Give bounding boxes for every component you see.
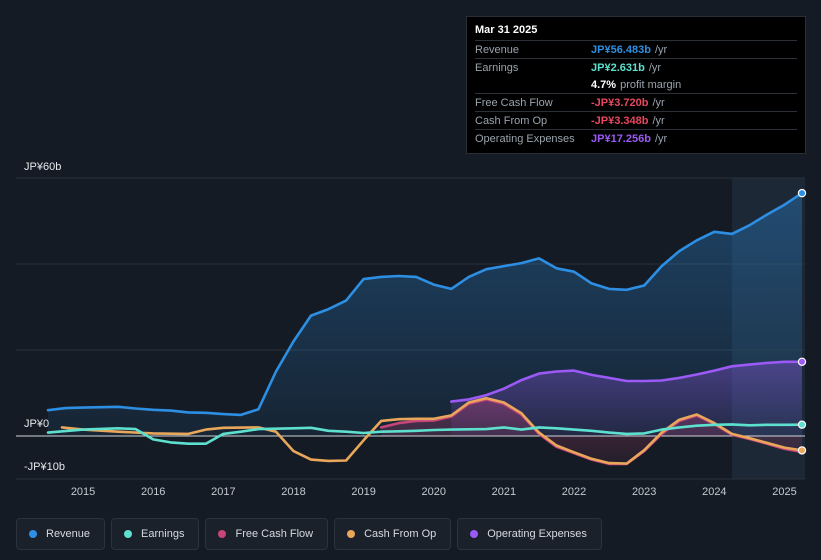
x-tick-label: 2022 (562, 486, 586, 498)
legend-label: Free Cash Flow (235, 528, 314, 540)
tooltip-row: Earnings JP¥2.631b/yr (475, 58, 797, 76)
tooltip-row: Revenue JP¥56.483b/yr (475, 40, 797, 58)
x-tick-label: 2020 (422, 486, 446, 498)
tooltip-unit: /yr (654, 43, 668, 56)
tooltip-value: -JP¥3.720b (591, 96, 649, 109)
series-area-revenue (48, 193, 802, 436)
x-tick-label: 2017 (211, 486, 235, 498)
tooltip-value: 4.7% (591, 78, 617, 91)
tooltip-label: Cash From Op (475, 114, 548, 127)
legend-dot-icon (470, 530, 479, 538)
x-tick-label: 2025 (772, 486, 796, 498)
series-end-marker (797, 446, 807, 455)
x-tick-label: 2015 (71, 486, 95, 498)
tooltip-label: Revenue (475, 43, 520, 56)
x-tick-label: 2021 (492, 486, 516, 498)
legend-dot-icon (218, 530, 227, 538)
tooltip-panel: Mar 31 2025 Revenue JP¥56.483b/yr Earnings… (466, 16, 806, 154)
series-end-marker (797, 357, 807, 366)
x-tick-label: 2018 (281, 486, 305, 498)
tooltip-unit: /yr (654, 132, 668, 145)
tooltip-unit: /yr (652, 114, 665, 127)
legend: Revenue Earnings Free Cash Flow Cash From O… (16, 518, 602, 550)
tooltip-value: JP¥2.631b (591, 61, 645, 74)
legend-item-free-cash-flow[interactable]: Free Cash Flow (205, 518, 329, 550)
x-tick-label: 2016 (141, 486, 165, 498)
series-line-earnings (46, 423, 804, 445)
tooltip-row: Cash From Op -JP¥3.348b/yr (475, 111, 797, 129)
tooltip-value: JP¥56.483b (591, 43, 651, 56)
y-tick-label: JP¥60b (24, 161, 61, 173)
legend-dot-icon (347, 530, 356, 538)
legend-item-revenue[interactable]: Revenue (16, 518, 106, 550)
tooltip-value: JP¥17.256b (591, 132, 651, 145)
legend-item-cash-from-op[interactable]: Cash From Op (334, 518, 452, 550)
series-end-marker (797, 188, 807, 198)
series-area-operating-expenses (451, 361, 802, 436)
legend-label: Cash From Op (364, 528, 437, 540)
x-tick-label: 2024 (702, 486, 726, 498)
series-end-marker (797, 420, 807, 429)
series-line-revenue (46, 191, 804, 417)
tooltip-label: Operating Expenses (475, 132, 575, 145)
legend-label: Operating Expenses (487, 528, 587, 540)
legend-item-operating-expenses[interactable]: Operating Expenses (457, 518, 602, 550)
tooltip-row: 4.7% profit margin (475, 76, 797, 93)
tooltip-row: Free Cash Flow -JP¥3.720b/yr (475, 93, 797, 111)
y-tick-label: JP¥0 (24, 418, 49, 430)
y-tick-label: -JP¥10b (24, 461, 65, 473)
legend-label: Revenue (46, 528, 91, 540)
legend-dot-icon (124, 530, 133, 538)
tooltip-label: Free Cash Flow (475, 96, 553, 109)
series-line-cash-from-op (60, 396, 804, 465)
x-tick-label: 2023 (632, 486, 656, 498)
tooltip-label: Earnings (475, 61, 519, 74)
tooltip-unit: profit margin (620, 78, 682, 91)
tooltip-date: Mar 31 2025 (475, 24, 538, 36)
tooltip-row: Operating Expenses JP¥17.256b/yr (475, 129, 797, 147)
legend-item-earnings[interactable]: Earnings (111, 518, 200, 550)
series-line-operating-expenses (450, 360, 804, 403)
legend-dot-icon (29, 530, 37, 538)
tooltip-unit: /yr (648, 61, 662, 74)
chart: JP¥60b JP¥0 -JP¥10b 2015 2016 2017 2018 2019 202… (16, 161, 807, 498)
tooltip-value: -JP¥3.348b (591, 114, 649, 127)
tooltip-unit: /yr (652, 96, 665, 109)
legend-label: Earnings (141, 528, 185, 540)
x-tick-label: 2019 (351, 486, 375, 498)
